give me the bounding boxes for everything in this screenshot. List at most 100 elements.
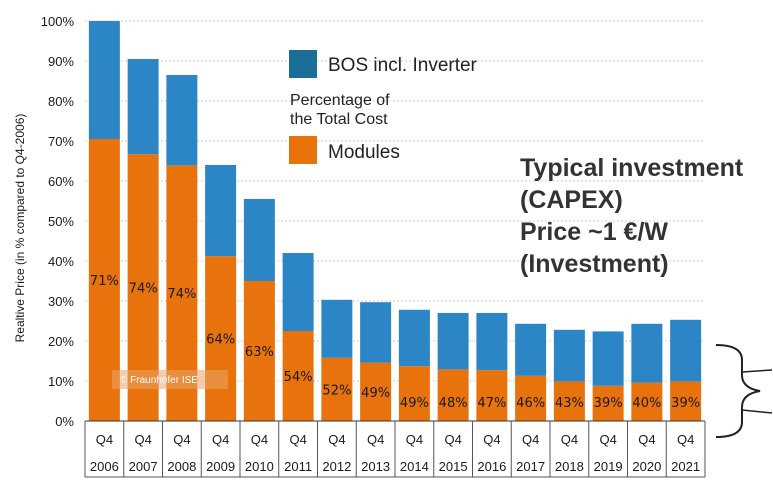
x-year-label: 2021 [671,459,700,474]
y-tick-label: 100% [41,14,75,29]
legend-swatch-bos [289,50,317,78]
legend-label-modules: Modules [328,142,400,163]
module-share-label: 39% [594,396,623,411]
bar-bos [437,313,469,370]
y-tick-labels: 0% 10% 20% 30% 40% 50% 60% 70% 80% 90% 100% [41,14,75,429]
module-share-label: 54% [284,370,313,385]
module-share-label: 48% [439,396,468,411]
module-share-labels: 71% 74% 74% 64% 63% 54% 52% 49% 49% 48% 47% 46% 43% 3… [90,274,700,411]
x-quarter-label: Q4 [444,432,461,447]
x-quarter-label: Q4 [289,432,306,447]
bars [88,21,702,421]
y-tick-label: 20% [48,334,74,349]
y-tick-label: 0% [55,414,74,429]
y-tick-label: 30% [48,294,74,309]
x-year-label: 2013 [361,459,390,474]
x-quarter-label: Q4 [522,432,539,447]
bar-modules [321,357,353,421]
bar-bos [592,331,624,386]
bar-modules [398,366,430,421]
bar-bos [360,302,392,363]
bar-bos [398,309,430,367]
bar-modules [282,331,314,421]
y-axis-label: Realtive Price (in % compared to Q4-2006… [13,114,27,343]
module-share-label: 40% [632,396,661,411]
x-quarter-label: Q4 [599,432,616,447]
legend-caption-line2: the Total Cost [290,111,388,128]
x-quarter-label: Q4 [173,432,190,447]
bar-modules [631,382,663,421]
module-share-label: 47% [477,396,506,411]
legend-swatch-modules [289,136,317,164]
x-year-label: 2008 [167,459,196,474]
x-quarter-label: Q4 [134,432,151,447]
legend: BOS incl. Inverter Percentage of the Tot… [289,50,478,164]
module-share-label: 52% [322,383,351,398]
x-quarter-label: Q4 [251,432,268,447]
x-year-label: 2015 [439,459,468,474]
x-quarter-label: Q4 [328,432,345,447]
bar-modules [515,375,547,421]
x-year-label: 2012 [322,459,351,474]
bar-modules [476,370,508,421]
module-share-label: 43% [555,396,584,411]
x-year-label: 2010 [245,459,274,474]
x-year-label: 2018 [555,459,584,474]
module-share-label: 63% [245,345,274,360]
y-tick-label: 60% [48,174,74,189]
module-share-label: 49% [361,386,390,401]
legend-label-bos: BOS incl. Inverter [328,55,478,76]
annotation: Typical investment (CAPEX) Price ~1 €/W … [520,154,744,278]
watermark: © Fraunhofer ISE [112,370,228,389]
x-year-label: 2016 [477,459,506,474]
bar-bos [205,165,237,257]
annotation-line-1: Typical investment [520,154,744,182]
brace-tick-lower [741,409,773,414]
module-share-label: 74% [129,282,158,297]
bar-bos [553,329,585,382]
watermark-text: © Fraunhofer ISE [120,375,198,386]
bar-bos [243,199,275,281]
module-share-label: 71% [90,274,119,289]
x-quarter-label: Q4 [677,432,694,447]
bar-bos [476,313,508,371]
bar-bos [127,59,159,155]
module-share-label: 49% [400,396,429,411]
y-tick-label: 50% [48,214,74,229]
x-quarter-label: Q4 [483,432,500,447]
annotation-line-2: (CAPEX) [520,186,623,214]
bar-modules [360,362,392,421]
legend-caption-line1: Percentage of [290,92,390,109]
x-year-label: 2020 [632,459,661,474]
curly-brace [715,344,761,438]
x-year-label: 2011 [284,459,312,474]
bar-modules [205,256,237,421]
y-tick-label: 70% [48,134,74,149]
bar-bos [166,75,198,166]
bar-bos [515,323,547,376]
bar-bos [321,299,353,358]
x-axis: Q4 2006 Q4 2007 Q4 2008 Q4 2009 Q4 2010 Q4 2011 Q4 20… [84,420,706,478]
x-year-label: 2019 [594,459,623,474]
bar-modules [243,281,275,421]
bar-modules [670,381,702,421]
bar-modules [553,381,585,421]
module-share-label: 74% [167,287,196,302]
bar-modules [437,369,469,421]
x-quarter-label: Q4 [638,432,655,447]
annotation-line-4: (Investment) [520,250,669,278]
y-tick-label: 90% [48,54,74,69]
y-tick-label: 10% [48,374,74,389]
x-quarter-label: Q4 [367,432,384,447]
module-share-label: 64% [206,333,235,348]
x-quarter-label: Q4 [406,432,423,447]
x-year-label: 2017 [516,459,545,474]
bar-bos [282,253,314,331]
bar-modules [592,385,624,421]
x-quarter-label: Q4 [561,432,578,447]
module-share-label: 39% [671,396,700,411]
annotation-line-3: Price ~1 €/W [520,218,668,246]
bar-bos [670,319,702,382]
module-share-label: 46% [516,396,545,411]
x-quarter-label: Q4 [212,432,229,447]
